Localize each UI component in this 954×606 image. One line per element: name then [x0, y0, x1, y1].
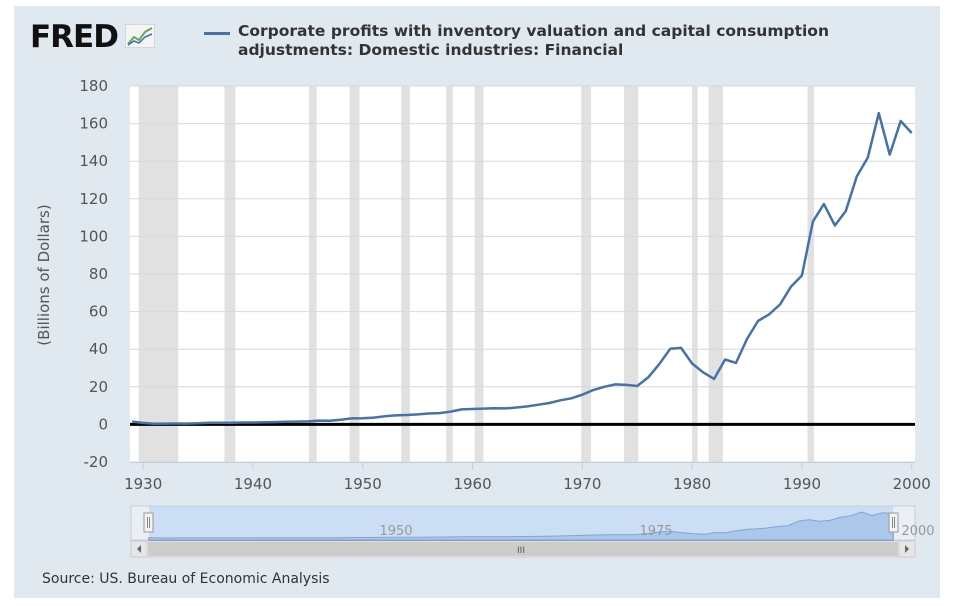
- y-tick-label: 100: [79, 227, 108, 245]
- navigator-left-handle[interactable]: [143, 512, 154, 533]
- y-tick-label: 160: [79, 115, 108, 133]
- navigator-right-handle[interactable]: [888, 512, 899, 533]
- horizontal-scrollbar[interactable]: III: [130, 540, 916, 558]
- navigator-tick-2000: 2000: [901, 524, 934, 539]
- series-line: [132, 111, 913, 426]
- y-tick-label: 180: [79, 77, 108, 95]
- y-tick-label: 40: [89, 340, 108, 358]
- x-tick-label: 1950: [344, 475, 382, 493]
- x-tick-label: 2000: [893, 475, 931, 493]
- graph-icon: [125, 24, 156, 48]
- x-tick-label: 1970: [563, 475, 601, 493]
- scrollbar-thumb[interactable]: [148, 542, 898, 556]
- arrow-left-icon: [137, 545, 141, 553]
- y-tick-label: 60: [89, 303, 108, 321]
- y-tick-label: 20: [89, 378, 108, 396]
- navigator-selection[interactable]: [149, 506, 893, 540]
- data-series[interactable]: [132, 111, 913, 426]
- x-tick-label: 1960: [453, 475, 491, 493]
- y-tick-label: 0: [98, 415, 108, 433]
- logo-text: FRED: [30, 19, 119, 55]
- source-note: Source: US. Bureau of Economic Analysis: [42, 571, 330, 587]
- y-tick-label: -20: [84, 453, 109, 471]
- y-tick-label: 140: [79, 152, 108, 170]
- y-axis-label: (Billions of Dollars): [35, 204, 53, 345]
- navigator-tick-1950: 1950: [379, 524, 412, 539]
- legend-label: Corporate profits with inventory valuati…: [238, 22, 829, 59]
- x-tick-label: 1940: [234, 475, 272, 493]
- x-tick-label: 1980: [673, 475, 711, 493]
- x-axis: 1930 1940 1950 1960 1970 1980 1990 2000: [124, 462, 931, 493]
- arrow-right-icon: [905, 545, 909, 553]
- fred-logo[interactable]: FRED: [30, 19, 156, 55]
- x-tick-label: 1990: [783, 475, 821, 493]
- x-tick-label: 1930: [124, 475, 162, 493]
- range-navigator[interactable]: 1950 1975 2000: [130, 505, 935, 541]
- legend-swatch: [204, 32, 230, 35]
- y-tick-label: 80: [89, 265, 108, 283]
- y-tick-label: 120: [79, 190, 108, 208]
- y-tick-labels: -20 0 20 40 60 80 100 120 140 160 180: [79, 77, 108, 471]
- scrollbar-grip: III: [517, 546, 525, 556]
- chart-legend[interactable]: Corporate profits with inventory valuati…: [204, 22, 924, 60]
- navigator-tick-1975: 1975: [639, 524, 672, 539]
